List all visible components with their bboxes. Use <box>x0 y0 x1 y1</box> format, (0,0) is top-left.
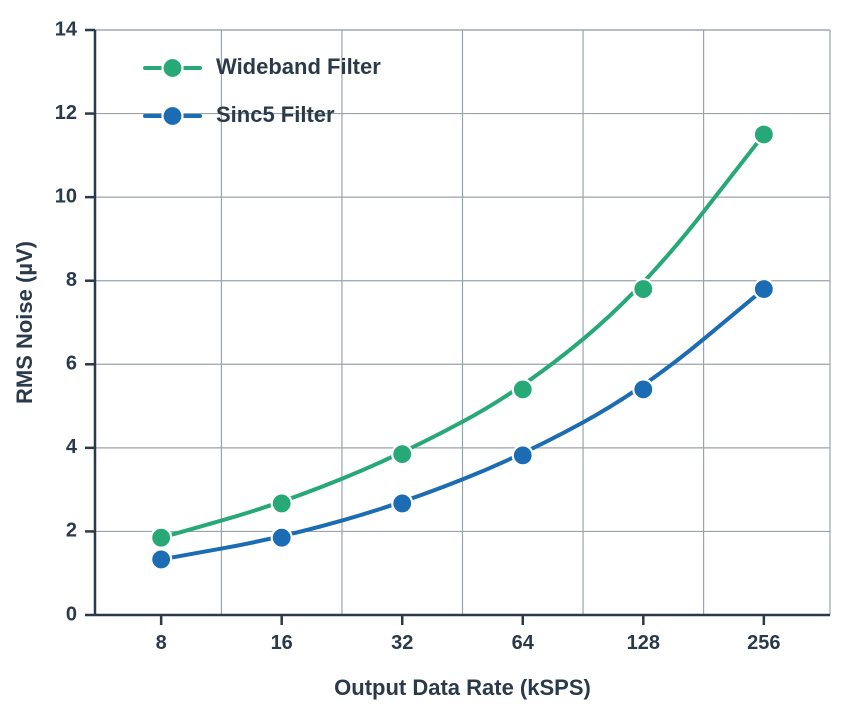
y-axis-label: RMS Noise (µV) <box>12 241 37 404</box>
series-marker-wideband <box>754 124 774 144</box>
series-marker-sinc5 <box>633 379 653 399</box>
y-tick-label: 14 <box>55 18 78 40</box>
y-tick-label: 0 <box>66 603 77 625</box>
noise-vs-datarate-chart: 0 2 4 6 8 10 12 14 8 16 32 64 128 256 Output Data Rate… <box>0 0 867 719</box>
y-tick-label: 2 <box>66 520 77 542</box>
series-marker-sinc5 <box>513 445 533 465</box>
y-tick-label: 8 <box>66 269 77 291</box>
x-tick-label: 128 <box>627 632 660 654</box>
x-tick-label: 16 <box>271 632 293 654</box>
x-tick-label: 8 <box>156 632 167 654</box>
y-tick-label: 12 <box>55 102 77 124</box>
y-tick-label: 6 <box>66 353 77 375</box>
y-tick-label: 4 <box>66 436 78 458</box>
chart-svg: 0 2 4 6 8 10 12 14 8 16 32 64 128 256 Output Data Rate… <box>0 0 867 719</box>
x-tick-label: 32 <box>391 632 413 654</box>
series-marker-sinc5 <box>272 528 292 548</box>
series-marker-wideband <box>513 379 533 399</box>
legend-label-wideband: Wideband Filter <box>216 54 381 79</box>
series-marker-sinc5 <box>754 279 774 299</box>
series-marker-wideband <box>392 444 412 464</box>
legend-label-sinc5: Sinc5 Filter <box>216 102 335 127</box>
series-marker-wideband <box>272 493 292 513</box>
y-tick-label: 10 <box>55 185 77 207</box>
series-marker-sinc5 <box>392 493 412 513</box>
x-axis-label: Output Data Rate (kSPS) <box>334 675 591 700</box>
x-tick-label: 64 <box>512 632 535 654</box>
legend-swatch-marker-sinc5 <box>163 106 183 126</box>
series-marker-wideband <box>633 279 653 299</box>
series-marker-sinc5 <box>151 549 171 569</box>
x-tick-label: 256 <box>747 632 780 654</box>
legend-swatch-marker-wideband <box>163 58 183 78</box>
series-marker-wideband <box>151 528 171 548</box>
